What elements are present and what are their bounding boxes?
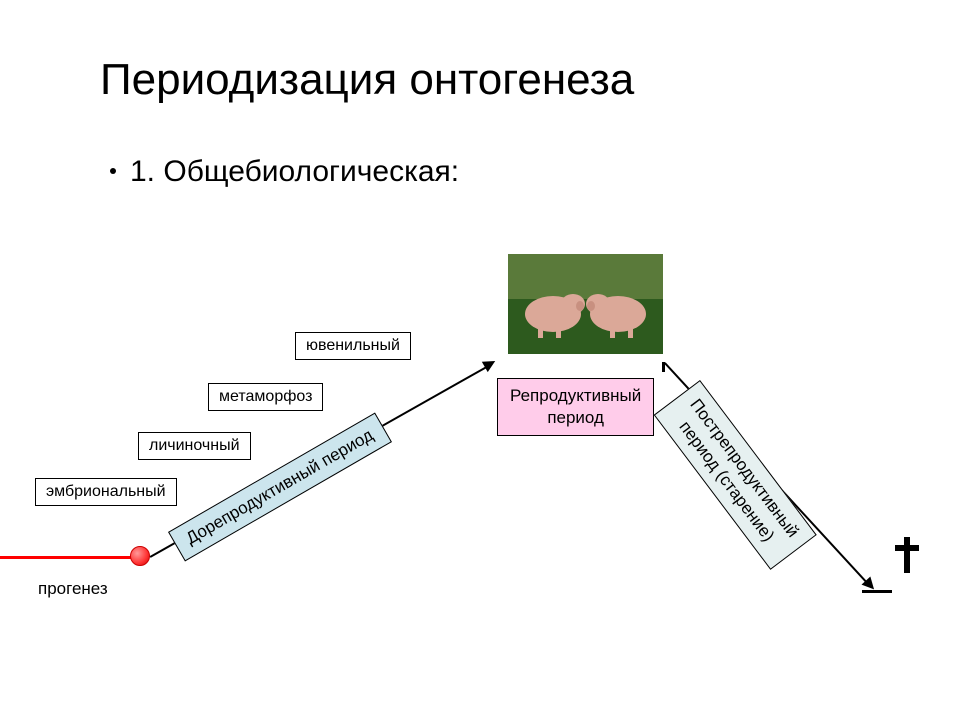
postreproductive-period-box: Пострепродуктивный период (старение): [654, 380, 817, 570]
progenez-dot-icon: [130, 546, 150, 566]
pigs-image: [508, 254, 663, 354]
reproductive-line2: период: [547, 408, 604, 427]
progenez-line: [0, 556, 140, 559]
death-cross-icon: [892, 535, 922, 585]
stage-embryonic-box: эмбриональный: [35, 478, 177, 506]
stage-metamorphosis-box: метаморфоз: [208, 383, 323, 411]
subtitle: 1. Общебиологическая:: [130, 155, 459, 189]
progenez-label: прогенез: [38, 579, 108, 599]
reproductive-line1: Репродуктивный: [510, 386, 641, 405]
stage-juvenile-box: ювенильный: [295, 332, 411, 360]
stage-larval-box: личиночный: [138, 432, 251, 460]
ascending-arrow-head-icon: [482, 356, 498, 372]
bullet-icon: [110, 168, 116, 174]
reproductive-period-box: Репродуктивный период: [497, 378, 654, 436]
dash-mark-icon: [862, 590, 892, 593]
page-title: Периодизация онтогенеза: [100, 55, 634, 105]
